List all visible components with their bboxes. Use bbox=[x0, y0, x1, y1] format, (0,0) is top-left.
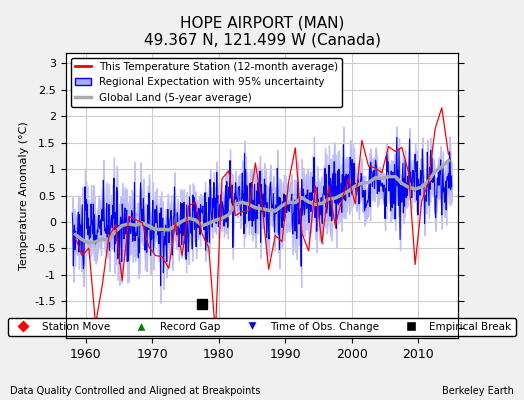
Legend: Station Move, Record Gap, Time of Obs. Change, Empirical Break: Station Move, Record Gap, Time of Obs. C… bbox=[8, 318, 516, 336]
Y-axis label: Temperature Anomaly (°C): Temperature Anomaly (°C) bbox=[19, 121, 29, 270]
Title: HOPE AIRPORT (MAN)
49.367 N, 121.499 W (Canada): HOPE AIRPORT (MAN) 49.367 N, 121.499 W (… bbox=[144, 15, 380, 47]
Text: Berkeley Earth: Berkeley Earth bbox=[442, 386, 514, 396]
Text: Data Quality Controlled and Aligned at Breakpoints: Data Quality Controlled and Aligned at B… bbox=[10, 386, 261, 396]
